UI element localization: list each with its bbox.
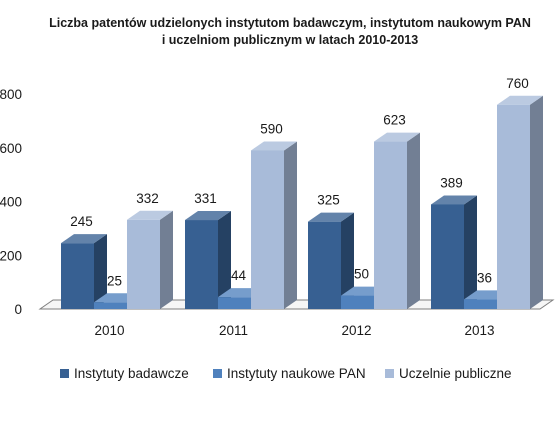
legend-swatch (213, 369, 222, 378)
y-tick-label: 0 (14, 302, 22, 317)
y-tick-label: 400 (0, 195, 22, 210)
legend-item: Instytuty badawcze (60, 366, 189, 381)
bar-top (185, 211, 231, 221)
bar (61, 234, 107, 309)
bar (374, 132, 420, 309)
bar-top (308, 212, 354, 222)
bar-side (218, 211, 231, 309)
legend-item: Instytuty naukowe PAN (213, 366, 366, 381)
bar-front (185, 220, 218, 309)
bar-top (374, 132, 420, 142)
bar-side (530, 95, 543, 309)
y-tick-label: 200 (0, 248, 22, 263)
data-label: 331 (194, 191, 217, 206)
bar-front (94, 302, 127, 309)
legend-item: Uczelnie publiczne (385, 366, 512, 381)
data-label: 332 (136, 191, 159, 206)
bar-front (218, 297, 251, 309)
data-label: 44 (231, 268, 247, 283)
x-tick-label: 2012 (341, 323, 371, 338)
bar-side (407, 132, 420, 309)
x-tick-label: 2010 (94, 323, 124, 338)
y-axis: 0 200 400 600 800 (0, 87, 22, 317)
bar-side (94, 234, 107, 309)
legend-swatch (385, 369, 394, 378)
bar-front (341, 295, 374, 309)
data-label: 623 (383, 113, 406, 128)
bar-side (464, 195, 477, 309)
legend-label: Instytuty badawcze (74, 366, 189, 381)
plot-area: 245 25 332 331 44 590 325 50 623 389 36 760 (61, 76, 543, 309)
bar-front (497, 104, 530, 309)
data-label: 590 (260, 121, 283, 136)
legend-label: Uczelnie publiczne (399, 366, 512, 381)
data-label: 50 (354, 267, 369, 282)
x-axis: 2010 2011 2012 2013 (94, 323, 494, 338)
bar (127, 210, 173, 309)
bar-front (251, 150, 284, 309)
bar-side (160, 210, 173, 309)
chart-title-line-1: Liczba patentów udzielonych instytutom b… (49, 16, 531, 30)
bar-front (431, 204, 464, 309)
bar-top (431, 195, 477, 205)
bar-top (127, 210, 173, 220)
y-tick-label: 600 (0, 141, 22, 156)
legend-swatch (60, 369, 69, 378)
bar-side (284, 141, 297, 309)
bar-front (464, 299, 497, 309)
bar-top (497, 95, 543, 105)
y-tick-label: 800 (0, 87, 22, 102)
data-label: 760 (506, 76, 529, 91)
bar (251, 141, 297, 309)
bar (497, 95, 543, 309)
x-tick-label: 2013 (464, 323, 494, 338)
bar-top (61, 234, 107, 244)
bar (308, 212, 354, 309)
bar (185, 211, 231, 309)
legend-label: Instytuty naukowe PAN (227, 366, 366, 381)
bar-front (374, 141, 407, 309)
x-tick-label: 2011 (219, 323, 248, 338)
legend: Instytuty badawcze Instytuty naukowe PAN U… (60, 366, 512, 381)
data-label: 245 (70, 214, 93, 229)
chart-title-line-2: i uczelniom publicznym w latach 2010-201… (162, 33, 418, 47)
bar-side (341, 212, 354, 309)
data-label: 25 (107, 273, 122, 288)
bar-front (61, 243, 94, 309)
bar-top (251, 141, 297, 151)
bar (431, 195, 477, 309)
data-label: 389 (440, 175, 463, 190)
bar-front (308, 221, 341, 309)
data-label: 36 (477, 270, 492, 285)
bar-front (127, 219, 160, 309)
data-label: 325 (317, 193, 340, 208)
